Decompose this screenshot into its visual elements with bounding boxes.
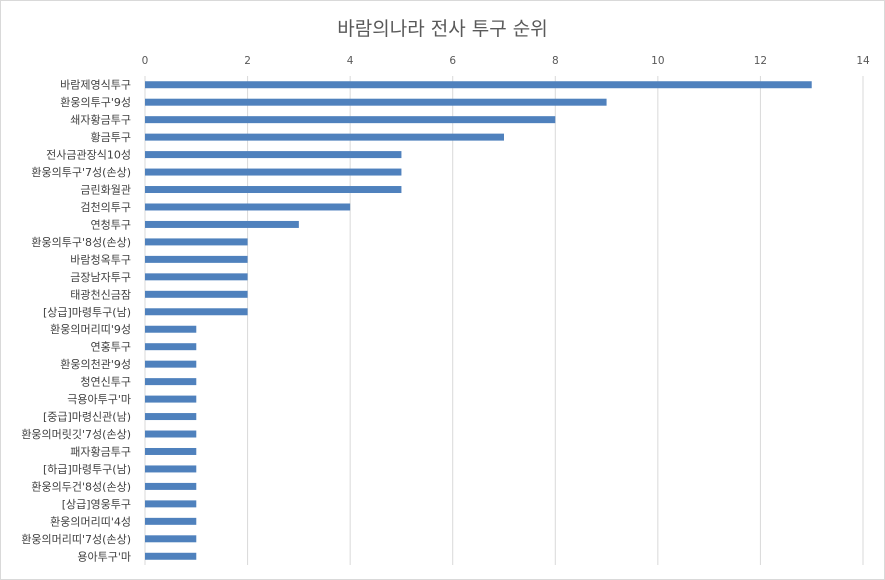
- category-label: 태광천신금잠: [70, 287, 131, 301]
- x-tick-label: 14: [856, 55, 870, 67]
- bar: [145, 116, 556, 124]
- category-label: [하급]마령투구(남): [43, 462, 131, 476]
- bar: [145, 133, 504, 141]
- category-label: 환웅의투구'9성: [60, 96, 131, 109]
- category-label: 환웅의두건'8성(손상): [31, 480, 131, 493]
- category-label: [상급]영웅투구: [62, 498, 131, 511]
- category-label: 환웅의머리띠'7성(손상): [21, 533, 131, 546]
- bar: [145, 203, 351, 211]
- x-tick-label: 6: [449, 55, 456, 67]
- x-tick-label: 10: [651, 55, 664, 67]
- category-label: 연홍투구: [91, 340, 131, 354]
- x-tick-label: 4: [347, 55, 354, 67]
- bar: [145, 255, 248, 263]
- bar: [145, 151, 402, 159]
- category-label: 패자황금투구: [70, 445, 131, 458]
- bar: [145, 447, 197, 455]
- category-label: 금린화월관: [80, 184, 131, 197]
- category-label: 검천의투구: [80, 200, 131, 214]
- x-tick-label: 2: [244, 55, 251, 67]
- category-label: [상급]마령투구(남): [43, 306, 131, 319]
- category-label: 전사금관장식10성: [46, 149, 131, 162]
- bar: [145, 395, 197, 403]
- category-label: 환웅의머릿깃'7성(손상): [21, 428, 131, 441]
- category-label: 극용아투구'마: [67, 393, 131, 406]
- category-label: 용아투구'마: [77, 550, 131, 563]
- bar: [145, 413, 197, 421]
- x-tick-label: 12: [754, 55, 767, 67]
- bar: [145, 325, 197, 333]
- category-label: [중급]마령신관(남): [43, 411, 131, 424]
- category-label: 환웅의머리띠'9성: [50, 323, 131, 336]
- bar: [145, 465, 197, 473]
- category-label: 환웅의머리띠'4성: [50, 515, 131, 528]
- category-label: 청연신투구: [80, 376, 131, 389]
- bar: [145, 220, 299, 228]
- category-label: 연청투구: [91, 218, 131, 231]
- bar: [145, 273, 248, 281]
- bar: [145, 500, 197, 508]
- bar: [145, 168, 402, 176]
- category-label: 바람청옥투구: [70, 253, 131, 266]
- bar: [145, 378, 197, 386]
- category-label: 환웅의투구'7성(손상): [31, 166, 131, 179]
- x-tick-label: 8: [552, 55, 559, 67]
- gridlines: [144, 76, 864, 565]
- chart-title: 바람의나라 전사 투구 순위: [337, 18, 548, 40]
- bar: [145, 343, 197, 351]
- bar: [145, 552, 197, 560]
- category-labels: 바람제영식투구환웅의투구'9성쇄자황금투구황금투구전사금관장식10성환웅의투구'…: [21, 79, 131, 564]
- bar: [145, 186, 402, 194]
- x-axis-ticks: 0 2 4 6 8 10 12 14: [142, 55, 870, 67]
- category-label: 환웅의천관'9성: [60, 357, 131, 371]
- bar: [145, 430, 197, 438]
- bar: [145, 98, 607, 106]
- bar: [145, 535, 197, 543]
- bar: [145, 81, 812, 89]
- category-label: 황금투구: [91, 131, 131, 144]
- bar: [145, 482, 197, 490]
- bar: [145, 238, 248, 246]
- category-label: 금장남자투구: [70, 271, 131, 284]
- category-label: 환웅의투구'8성(손상): [31, 236, 131, 249]
- bar: [145, 308, 248, 316]
- bars: [145, 81, 812, 560]
- bar: [145, 290, 248, 298]
- bar: [145, 517, 197, 525]
- category-label: 바람제영식투구: [60, 79, 131, 92]
- x-tick-label: 0: [142, 55, 149, 67]
- bar: [145, 360, 197, 368]
- category-label: 쇄자황금투구: [70, 114, 131, 127]
